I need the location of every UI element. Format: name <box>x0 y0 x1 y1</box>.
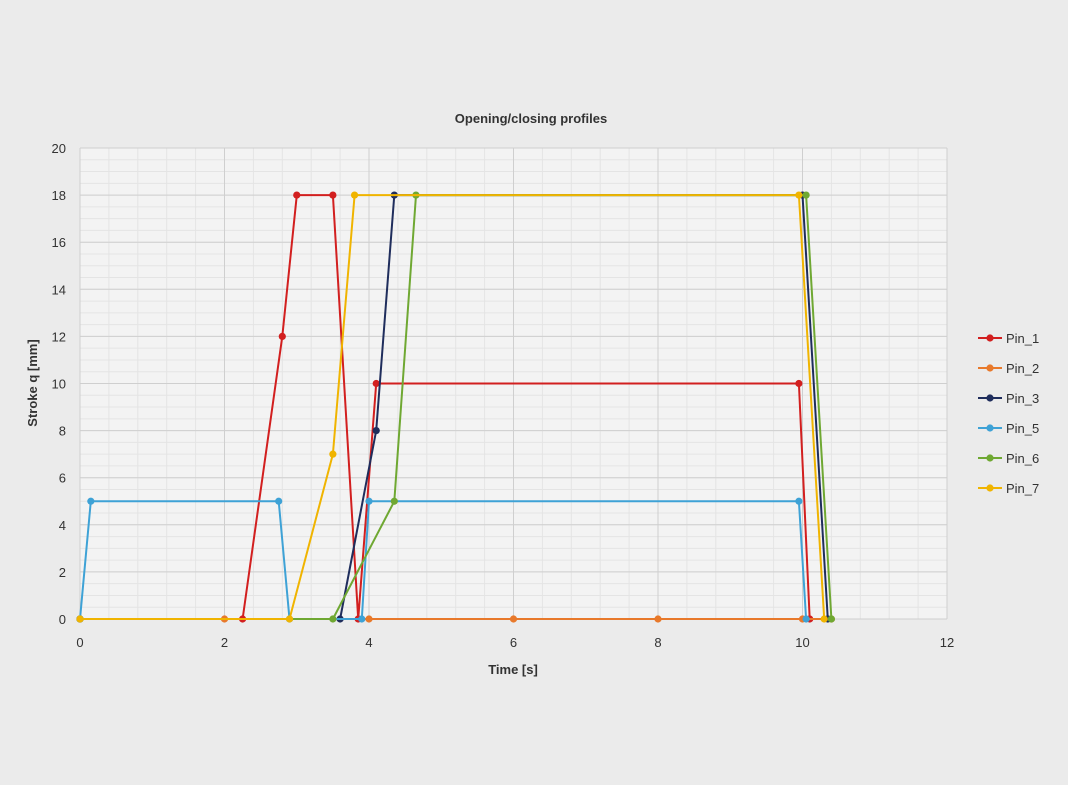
y-tick-label: 8 <box>59 424 66 439</box>
x-tick-label: 6 <box>510 635 517 650</box>
data-point <box>76 615 84 623</box>
x-axis-title: Time [s] <box>488 662 538 677</box>
legend-item: Pin_5 <box>978 421 1039 436</box>
data-point <box>350 191 359 199</box>
y-tick-label: 16 <box>52 235 66 250</box>
data-point <box>365 615 373 623</box>
series-pin-7 <box>76 191 828 623</box>
data-point <box>802 615 810 623</box>
data-point <box>820 615 828 623</box>
series-line <box>80 194 826 620</box>
data-point <box>372 427 380 435</box>
y-tick-label: 0 <box>59 612 66 627</box>
data-point <box>278 332 286 340</box>
legend-swatch-marker <box>986 364 994 372</box>
data-point <box>372 379 380 388</box>
data-point <box>795 191 803 199</box>
data-point <box>365 497 373 505</box>
legend-item: Pin_7 <box>978 481 1039 496</box>
y-tick-label: 20 <box>52 141 66 156</box>
data-point <box>285 615 294 623</box>
y-tick-label: 14 <box>52 282 66 297</box>
legend-label: Pin_7 <box>1006 481 1039 496</box>
legend-item: Pin_3 <box>978 391 1039 406</box>
legend-swatch-marker <box>986 394 994 402</box>
data-point <box>87 497 95 505</box>
data-point <box>827 615 836 623</box>
x-tick-label: 8 <box>654 635 661 650</box>
y-tick-label: 4 <box>59 518 66 533</box>
legend-item: Pin_6 <box>978 451 1039 466</box>
y-tick-label: 18 <box>52 188 66 203</box>
x-tick-label: 0 <box>76 635 83 650</box>
legend-label: Pin_3 <box>1006 391 1039 406</box>
legend-swatch-marker <box>986 424 994 432</box>
legend-label: Pin_6 <box>1006 451 1039 466</box>
data-point <box>329 191 337 199</box>
legend-swatch-marker <box>986 484 994 492</box>
legend-item: Pin_2 <box>978 361 1039 376</box>
x-tick-label: 10 <box>795 635 809 650</box>
legend-label: Pin_1 <box>1006 331 1039 346</box>
legend-swatch-marker <box>986 334 994 342</box>
legend-label: Pin_2 <box>1006 361 1039 376</box>
x-tick-label: 2 <box>221 635 228 650</box>
data-point <box>654 615 662 623</box>
data-point <box>795 379 803 388</box>
y-axis-title: Stroke q [mm] <box>25 339 40 426</box>
y-tick-label: 6 <box>59 471 66 486</box>
x-tick-label: 4 <box>365 635 372 650</box>
data-point <box>509 615 518 623</box>
axes: 0 2 4 6 8 10 12 0 2 4 6 8 10 12 14 16 18 20 <box>52 141 955 650</box>
legend: Pin_1 Pin_2 Pin_3 Pin_5 Pin_6 Pin_7 <box>978 331 1039 496</box>
data-point <box>390 497 398 505</box>
data-point <box>802 191 810 199</box>
data-point <box>275 497 283 505</box>
data-point <box>358 615 366 623</box>
x-tick-label: 12 <box>940 635 954 650</box>
grid <box>79 147 948 620</box>
data-point <box>329 450 337 458</box>
series-lines <box>76 191 836 623</box>
legend-swatch-marker <box>986 454 994 462</box>
y-tick-label: 12 <box>52 329 66 344</box>
chart-title: Opening/closing profiles <box>455 111 607 126</box>
data-point <box>795 497 803 505</box>
y-tick-label: 2 <box>59 565 66 580</box>
y-tick-label: 10 <box>52 377 66 392</box>
legend-label: Pin_5 <box>1006 421 1039 436</box>
data-point <box>329 615 337 623</box>
legend-item: Pin_1 <box>978 331 1039 346</box>
data-point <box>293 191 301 199</box>
